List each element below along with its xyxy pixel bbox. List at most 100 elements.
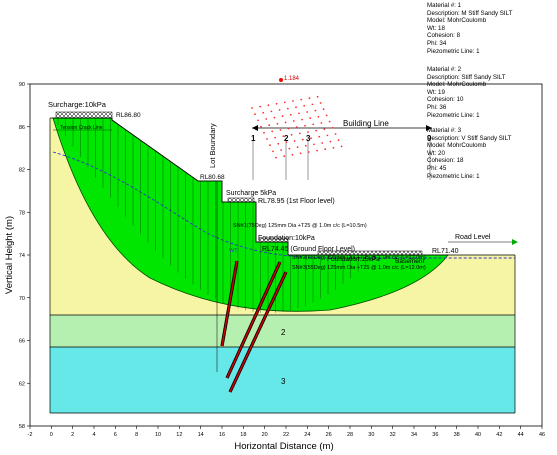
surcharge-5kpa-load: [227, 197, 255, 203]
piezometric-line: [52, 151, 515, 259]
x-axis-ticks: -2 0 2 4 6 8 10 12 14 16 18 20 22 24 26 28 30 32 34 36 38 40 4…: [28, 426, 545, 438]
trial-center-dot: [312, 123, 315, 126]
material-3-layer: [50, 347, 515, 413]
trial-center-dot: [319, 102, 322, 104]
trial-center-dot: [289, 113, 292, 116]
trial-center-dot: [316, 149, 318, 152]
trial-center-dot: [298, 132, 301, 135]
trial-center-dot: [263, 131, 265, 134]
trial-center-dot: [288, 147, 291, 150]
trial-center-dot: [278, 109, 281, 111]
trial-center-dot: [260, 125, 262, 128]
trial-center-dot: [314, 109, 317, 112]
trial-center-dot: [340, 145, 343, 148]
x-tick-label: 0: [50, 432, 53, 438]
trial-center-dot: [309, 117, 312, 120]
trial-center-dot: [320, 122, 323, 124]
surcharge-10kpa-load: [55, 111, 113, 119]
x-tick-label: 12: [176, 432, 182, 438]
building-line-arrowhead-right: [426, 125, 432, 131]
trial-center-dot: [317, 115, 320, 118]
trial-center-dot: [334, 133, 337, 135]
trial-center-dot: [282, 135, 285, 138]
trial-center-dot: [332, 146, 335, 149]
y-tick-label: 58: [19, 424, 25, 430]
trial-center-dot: [286, 107, 289, 110]
soil-nail-1-label: SN#1(75Deg) 125mm Dia +T25 @ 1.0m c/c (L…: [233, 223, 367, 229]
lot-boundary-label: Lot Boundary: [208, 123, 217, 168]
material-1-model: Model: MohrCoulomb: [427, 17, 487, 25]
material-3-phi: Phi: 45: [427, 164, 447, 172]
trial-center-dot: [283, 101, 286, 104]
material-2-piezo: Piezometric Line: 1: [427, 111, 480, 119]
x-tick-label: 26: [326, 432, 332, 438]
y-axis-ticks: 58 62 66 70 74 78 82 86 90: [19, 82, 30, 430]
x-tick-label: 6: [114, 432, 117, 438]
trial-center-dot: [337, 139, 340, 142]
trial-center-dot: [290, 133, 293, 136]
trial-center-dot: [271, 130, 274, 133]
x-tick-label: 22: [283, 432, 289, 438]
road-level-marker: [512, 239, 518, 245]
material-3-cohesion: Cohesion: 18: [427, 157, 464, 165]
soil-nail-1: [221, 260, 238, 347]
trial-center-dot: [275, 156, 277, 159]
critical-center-point: [279, 78, 283, 82]
trial-center-dot: [287, 127, 290, 130]
x-tick-label: 20: [262, 432, 268, 438]
y-tick-label: 66: [19, 339, 25, 345]
trial-center-dot: [331, 126, 334, 129]
slip-slices: [57, 118, 374, 313]
x-tick-label: 32: [390, 432, 396, 438]
surcharge-5kpa-label: Surcharge 5kPa: [226, 190, 276, 197]
material-1-description: Description: M Stiff Sandy SILT: [427, 9, 513, 17]
y-tick-label: 70: [19, 296, 25, 302]
ground-profile: [50, 117, 515, 256]
trial-center-dot: [298, 112, 300, 115]
x-tick-label: 44: [518, 432, 524, 438]
trial-center-dot: [322, 108, 325, 111]
trial-center-dot: [281, 115, 284, 118]
rl-86-80-label: RL86.80: [116, 112, 141, 119]
soil-nail-3-label: SN#3(55Deg) 125mm Dia +T25 @ 1.0m c/c (L…: [292, 265, 426, 271]
trial-center-dot: [257, 119, 259, 122]
trial-center-dot: [292, 120, 295, 122]
foundation-10kpa-label: Foundation:10kPa: [258, 235, 315, 242]
x-tick-label: 18: [240, 432, 246, 438]
tension-crack-label: Tension Crack Line: [60, 125, 103, 131]
trial-center-dot: [326, 134, 329, 137]
trial-center-dot: [304, 124, 306, 127]
trial-center-dot: [324, 148, 327, 151]
x-tick-label: 4: [92, 432, 95, 438]
x-tick-label: 28: [347, 432, 353, 438]
x-tick-label: 24: [304, 432, 310, 438]
material-3-number: Material #: 3: [427, 127, 462, 134]
y-tick-label: 82: [19, 168, 25, 174]
rl-71-40-label: RL71.40: [432, 248, 459, 255]
trial-center-dot: [279, 129, 282, 131]
trial-center-dot: [328, 120, 331, 123]
x-tick-label: 10: [155, 432, 161, 438]
trial-center-dot: [307, 151, 310, 153]
trial-center-dot: [254, 113, 256, 116]
building-line-label: Building Line: [343, 119, 389, 128]
building-line-mark-9: 9: [427, 134, 432, 143]
trial-center-dot: [318, 135, 321, 138]
trial-center-dot: [272, 150, 274, 153]
material-3-piezo: Piezometric Line: 1: [427, 172, 480, 180]
x-tick-label: 30: [368, 432, 374, 438]
material-2-wt: Wt: 19: [427, 88, 445, 96]
trial-center-dot: [269, 144, 271, 147]
y-axis-title: Vertical Height (m): [4, 216, 15, 294]
x-tick-label: 42: [496, 432, 502, 438]
trial-center-dot: [315, 129, 318, 132]
material-1-number: Material #: 1: [427, 2, 462, 9]
trial-center-dot: [304, 144, 307, 147]
material-2-layer: [50, 315, 515, 347]
y-tick-label: 86: [19, 125, 25, 131]
material-2-number: Material #: 2: [427, 66, 462, 73]
rl-80-68-label: RL80.68: [200, 174, 225, 181]
road-level-label: Road Level: [455, 234, 491, 241]
trial-center-dot: [321, 142, 324, 144]
trial-center-dot: [325, 114, 328, 117]
